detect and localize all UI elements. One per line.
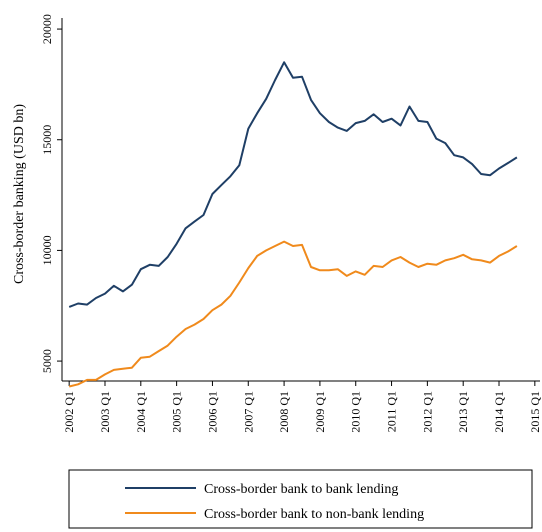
x-tick-label-2004: 2004 Q1 [134, 391, 148, 433]
x-tick-label-2005: 2005 Q1 [170, 391, 184, 433]
x-tick-label-2015: 2015 Q1 [528, 391, 542, 433]
y-tick-label-15000: 15000 [40, 125, 54, 155]
axes: 5000 10000 15000 20000 2002 Q1 2003 Q1 2004 Q1… [40, 14, 542, 433]
x-tick-label-2011: 2011 Q1 [385, 391, 399, 432]
y-tick-label-20000: 20000 [40, 14, 54, 44]
x-tick-label-2012: 2012 Q1 [420, 391, 434, 433]
series-layer [68, 61, 518, 388]
legend: Cross-border bank to bank lending Cross-… [68, 469, 533, 529]
y-tick-label-5000: 5000 [40, 349, 54, 373]
legend-box [68, 469, 533, 529]
x-tick-label-2002: 2002 Q1 [62, 391, 76, 433]
series-line-bank-to-bank [68, 61, 518, 308]
x-tick-label-2009: 2009 Q1 [313, 391, 327, 433]
y-axis-title: Cross-border banking (USD bn) [12, 104, 27, 284]
x-tick-label-2014: 2014 Q1 [492, 391, 506, 433]
x-tick-label-2008: 2008 Q1 [277, 391, 291, 433]
x-tick-label-2007: 2007 Q1 [241, 391, 255, 433]
series-line-bank-to-nonbank [68, 240, 518, 388]
y-tick-label-10000: 10000 [40, 235, 54, 265]
legend-label-bank-to-bank: Cross-border bank to bank lending [204, 482, 398, 497]
x-tick-label-2003: 2003 Q1 [98, 391, 112, 433]
x-tick-label-2013: 2013 Q1 [456, 391, 470, 433]
x-tick-label-2006: 2006 Q1 [205, 391, 219, 433]
legend-label-bank-to-nonbank: Cross-border bank to non-bank lending [204, 507, 424, 522]
x-tick-label-2010: 2010 Q1 [349, 391, 363, 433]
